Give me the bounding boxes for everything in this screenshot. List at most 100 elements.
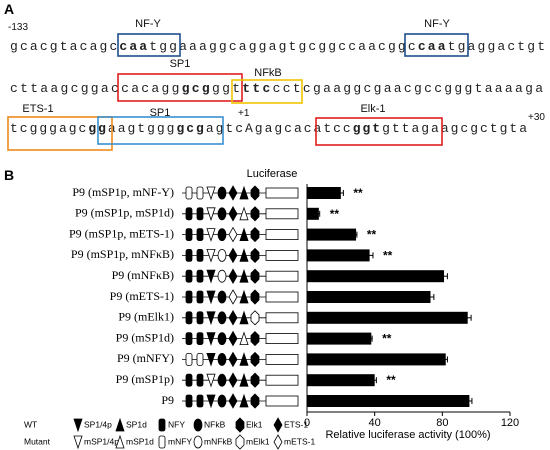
sequence-segment: ggt [212,81,240,96]
binding-site [228,205,238,222]
binding-site [250,206,260,222]
binding-site [185,269,193,283]
binding-site [217,394,227,408]
sequence-line: cttaagcggaccacagg gcg ggt ttc cctcgaaggcgaac… [10,81,543,96]
binding-site [196,248,204,262]
binding-site [206,248,216,263]
category-label: P9 (mSP1p, mNFκB) [71,247,174,261]
bar [307,311,468,324]
error-bar [466,398,473,404]
binding-site [228,372,238,389]
binding-site [196,207,204,221]
sequence-line: tcgggagc gg aagtggg gcg agtcAgagcacatcc ggt gt… [10,121,527,136]
category-label: P9 (mETS-1) [110,289,174,303]
significance-label: ** [330,207,340,221]
binding-site [196,311,204,325]
legend-symbol [235,434,245,450]
binding-site [250,393,260,409]
binding-site [228,268,238,285]
position-marker: +30 [528,112,545,123]
category-label: P9 (mNFY) [117,351,174,365]
site-label: NF-Y [424,18,450,30]
legend-text: SP1/4p [84,419,112,429]
binding-site [206,186,216,201]
binding-site [228,393,238,409]
legend-text: mNFY [168,436,192,446]
x-tick-label: 40 [369,417,381,429]
sequence-segment: cctcgaaggcgaacgccgggtaaaaga [273,81,544,96]
legend-text: mSP1d [126,436,154,446]
sequence-segment: gcg [176,121,204,136]
category-label: P9 (mSP1p) [116,372,174,386]
error-bar [444,356,448,363]
binding-site [217,248,227,262]
sequence-segment: caa [418,39,446,54]
binding-site [228,185,238,201]
legend-text: mETS-1 [284,436,315,446]
sequence-segment: tggaaaggcaggagtgcggccaacggc [149,39,415,54]
binding-site [185,248,193,262]
site-label: NF-Y [135,18,161,30]
binding-site [239,185,249,200]
x-tick-label: 120 [501,417,519,429]
site-box [117,33,181,57]
sequence-segment: gcg [182,81,210,96]
error-bar [427,294,435,300]
binding-site [217,332,227,346]
binding-site [185,207,193,221]
category-label: P9 (mSP1p, mETS-1) [69,226,174,240]
sequence-segment: tgaggactgt [448,39,545,54]
error-bar [464,314,472,321]
significance-label: ** [367,228,377,242]
binding-site [239,331,249,346]
binding-site [206,207,216,222]
bar [307,187,341,199]
binding-site [185,186,193,200]
binding-site [239,393,249,408]
binding-site [217,373,227,387]
legend-symbol [158,435,166,449]
significance-label: ** [386,373,396,387]
luciferase-box [265,353,299,365]
binding-site [239,372,249,387]
binding-site [250,185,260,201]
binding-site [206,269,216,284]
binding-site [228,289,238,305]
binding-site [250,372,260,388]
error-bar [338,190,344,196]
error-bar [317,210,321,217]
significance-label: ** [353,186,363,200]
sequence-segment: gttagaagcgctgta [382,121,527,136]
site-label: NFkB [254,67,282,79]
luciferase-box [265,187,299,199]
binding-site [185,373,193,387]
site-box [97,116,224,145]
luciferase-box [265,333,299,345]
binding-site [196,352,204,366]
binding-site [196,373,204,387]
legend-text: mNFkB [204,436,233,446]
binding-site [185,352,193,366]
luciferase-box [265,395,299,407]
site-label: SP1 [170,58,191,70]
legend-text: Elk1 [246,419,263,429]
binding-site [228,330,238,347]
binding-site [250,268,260,284]
site-label: SP1 [150,107,171,119]
luciferase-box [265,249,299,261]
binding-site [217,290,227,304]
sequence-segment: gcacgtacagc [10,39,117,54]
legend-symbol [193,418,203,432]
site-box [7,116,113,151]
bar [307,228,357,241]
legend-symbol [158,418,166,432]
binding-site [196,394,204,408]
binding-site [239,248,249,262]
binding-site [185,228,193,242]
binding-site [206,373,216,388]
binding-site [239,227,249,242]
legend-symbol [115,434,125,449]
construct-label: Luciferase [247,168,298,180]
sequence-segment: aagtggg [108,121,175,136]
